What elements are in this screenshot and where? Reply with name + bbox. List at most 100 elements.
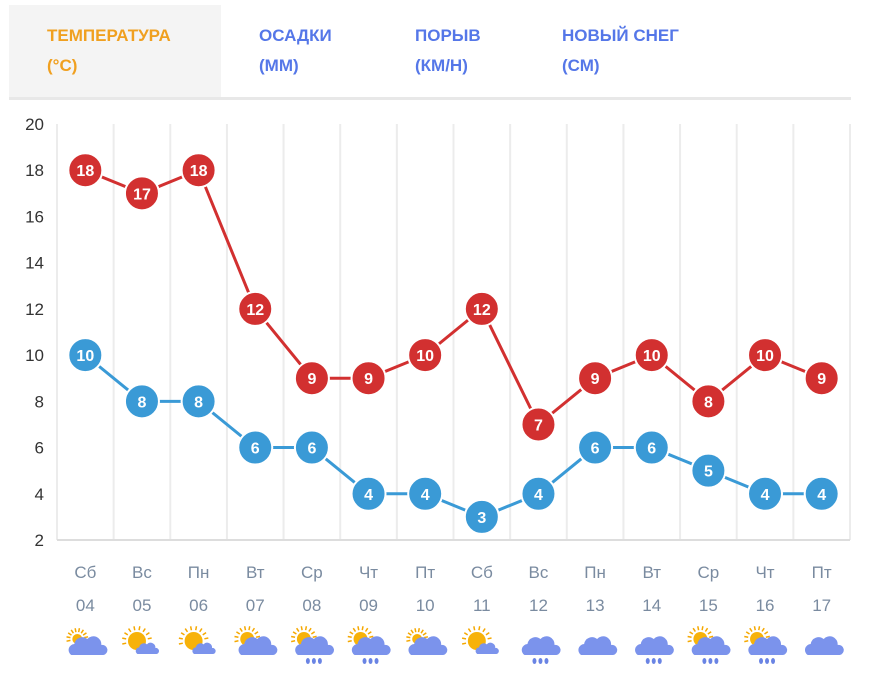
sun-ray: [361, 626, 364, 631]
y-tick-label: 6: [35, 439, 44, 458]
cloud-icon: [804, 636, 844, 655]
sun-ray: [304, 626, 308, 631]
sun-ray: [687, 640, 692, 643]
cloud: [635, 636, 674, 655]
x-tick-day: Чт: [755, 563, 774, 582]
tab-label: ПОРЫВ: [415, 26, 481, 45]
sun-ray: [199, 628, 203, 633]
y-tick-label: 4: [35, 485, 44, 504]
x-tick-date: 08: [302, 596, 321, 615]
sun-ray: [461, 637, 467, 640]
data-label-max: 8: [704, 394, 713, 411]
sun-ray: [482, 628, 486, 633]
sun-ray: [202, 631, 207, 636]
cloud: [475, 642, 499, 654]
sun-ray: [239, 627, 243, 632]
cloud-rain-icon: [521, 636, 561, 664]
raindrop: [702, 658, 707, 664]
tab-precipitation[interactable]: ОСАДКИ (ММ): [259, 5, 332, 97]
data-point-max: [350, 360, 387, 397]
sun-ray: [296, 627, 300, 632]
sun-ray: [82, 632, 87, 636]
sun-ray: [178, 637, 183, 640]
partly-cloudy-icon: [66, 628, 108, 655]
data-label-min: 6: [307, 441, 316, 458]
sun-ray: [423, 636, 429, 639]
data-label-min: 4: [421, 487, 430, 504]
sun-ray: [300, 626, 303, 631]
sun-ray: [406, 636, 411, 639]
sun-cloud-rain-icon: [347, 626, 391, 664]
sun-ray: [204, 637, 209, 640]
y-tick-label: 10: [25, 346, 44, 365]
data-point-max: [747, 337, 784, 374]
sun-cloud-rain-icon: [290, 626, 334, 664]
data-point-max: [577, 360, 614, 397]
sun-ray: [410, 629, 414, 634]
y-tick-label: 18: [25, 161, 44, 180]
data-label-max: 10: [416, 348, 434, 365]
data-point-max: [123, 175, 160, 212]
tab-unit: (КМ/Н): [415, 56, 468, 75]
data-label-max: 9: [364, 371, 373, 388]
data-label-min: 8: [138, 394, 147, 411]
y-tick-label: 8: [35, 392, 44, 411]
data-point-min: [180, 383, 217, 420]
data-label-min: 4: [817, 487, 826, 504]
cloud: [804, 636, 844, 655]
data-point-min: [577, 429, 614, 466]
raindrop: [771, 658, 776, 664]
x-tick-day: Пн: [188, 563, 210, 582]
y-tick-label: 12: [25, 300, 44, 319]
x-tick-day: Чт: [359, 563, 378, 582]
raindrop: [708, 658, 713, 664]
x-tick-date: 05: [133, 596, 152, 615]
cloud: [748, 636, 788, 655]
x-tick-date: 10: [416, 596, 435, 615]
sun-ray: [66, 639, 71, 642]
tab-temperature[interactable]: ТЕМПЕРАТУРА (°C): [9, 5, 221, 97]
data-label-max: 9: [307, 371, 316, 388]
sun-ray: [347, 635, 352, 639]
raindrop: [305, 658, 310, 664]
x-tick-day: Вт: [642, 563, 661, 582]
y-tick-label: 14: [25, 254, 44, 273]
data-point-min: [463, 498, 500, 535]
sun-ray: [422, 632, 427, 636]
sun-ray: [234, 635, 239, 639]
sun-ray: [407, 632, 412, 636]
data-point-min: [237, 429, 274, 466]
sun-ray: [357, 626, 360, 631]
tab-new-snow[interactable]: НОВЫЙ СНЕГ (СМ): [562, 5, 679, 97]
sun-ray: [369, 635, 374, 638]
data-label-min: 10: [76, 348, 94, 365]
x-tick-date: 04: [76, 596, 95, 615]
data-point-min: [803, 475, 840, 512]
sun-ray: [692, 627, 696, 632]
raindrop: [538, 658, 543, 664]
sun-ray: [194, 626, 198, 631]
x-tick-day: Вт: [246, 563, 265, 582]
sun-ray: [74, 628, 77, 633]
x-tick-day: Пт: [415, 563, 435, 582]
sun-ray: [251, 627, 256, 632]
sun-ray: [352, 627, 357, 632]
data-label-max: 10: [756, 348, 774, 365]
data-point-max: [237, 290, 274, 327]
sun-ray: [66, 636, 71, 639]
sun-ray: [765, 635, 770, 638]
data-label-max: 17: [133, 186, 151, 203]
data-point-max: [407, 337, 444, 374]
tab-unit: (°C): [47, 56, 78, 75]
x-tick-date: 09: [359, 596, 378, 615]
sun-ray: [290, 635, 296, 639]
data-point-max: [803, 360, 840, 397]
tab-label: НОВЫЙ СНЕГ: [562, 26, 679, 45]
raindrop: [532, 658, 537, 664]
x-tick-day: Сб: [471, 563, 493, 582]
data-point-max: [690, 383, 727, 420]
sun-ray: [744, 635, 749, 639]
sun-ray: [364, 627, 369, 632]
tab-gust[interactable]: ПОРЫВ (КМ/Н): [415, 5, 481, 97]
